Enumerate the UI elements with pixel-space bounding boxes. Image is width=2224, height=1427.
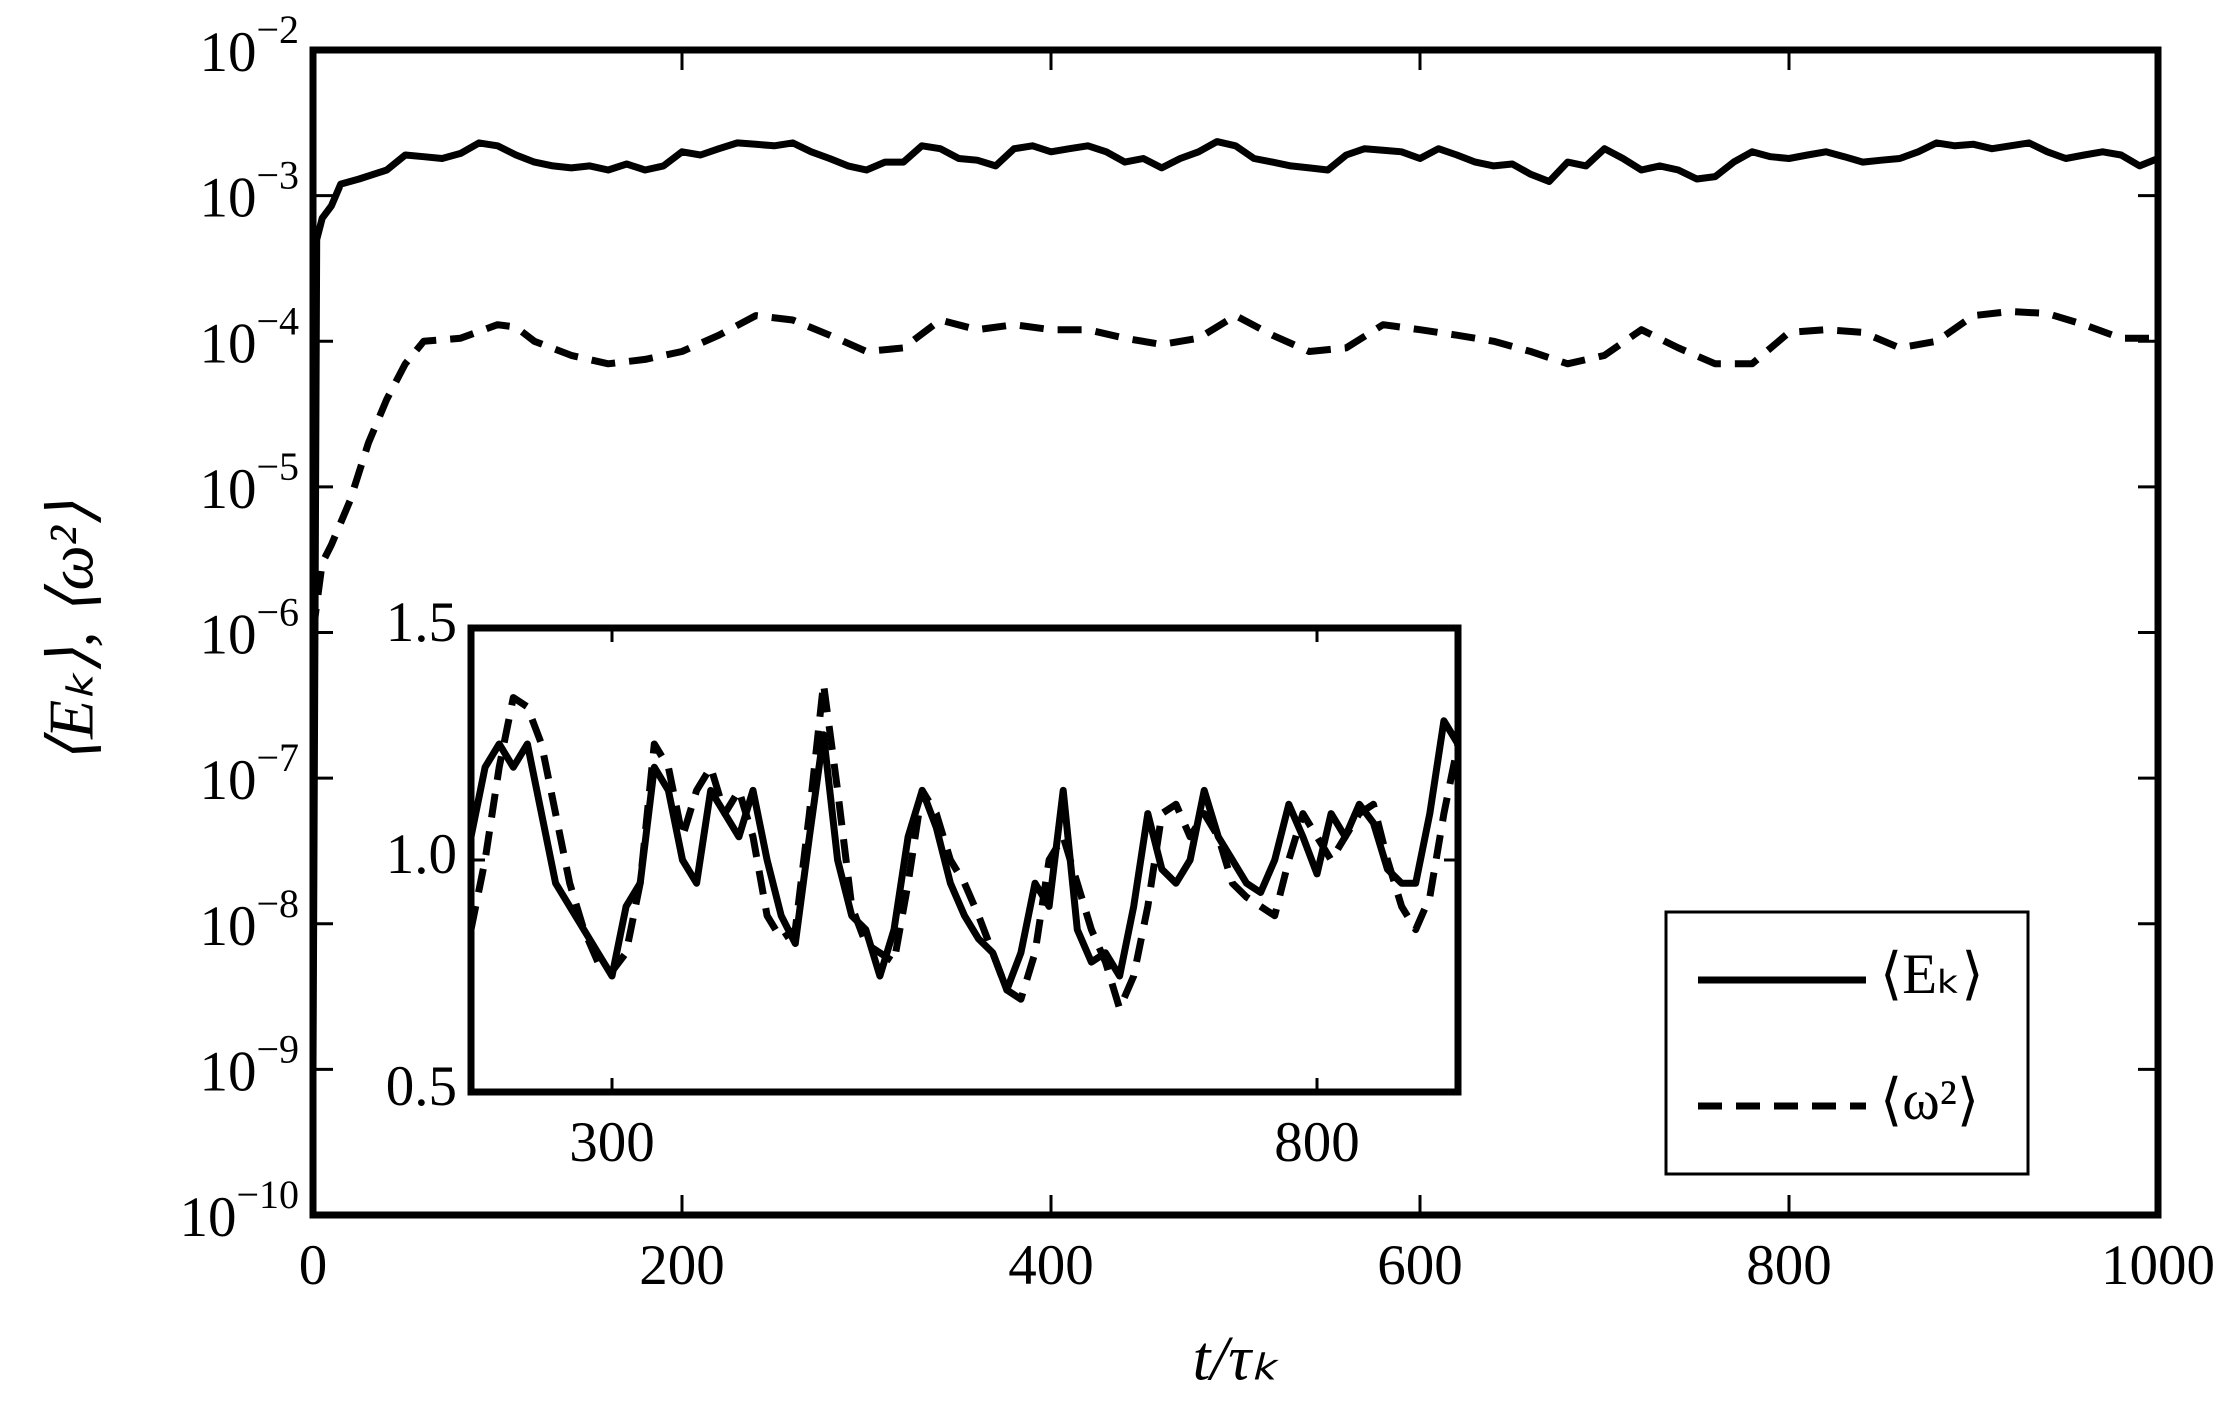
solid-line <box>313 138 2158 1070</box>
y-tick-label: 10−5 <box>199 444 299 521</box>
y-axis-label: ⟨Eₖ⟩, ⟨ω²⟩ <box>36 501 107 764</box>
x-tick-label: 300 <box>569 1111 655 1174</box>
x-tick-label: 200 <box>639 1234 725 1297</box>
x-tick-label: 1000 <box>2101 1234 2215 1297</box>
y-tick-label: 10−7 <box>199 735 299 812</box>
chart-1: 300 800 0.5 1.0 1.5 <box>386 591 1462 1174</box>
y-tick-label: 10−3 <box>199 153 299 230</box>
x-tick-label: 0 <box>299 1234 328 1297</box>
y-tick-label: 10−10 <box>179 1172 299 1249</box>
legend-label: ⟨Eₖ⟩ <box>1880 943 1984 1006</box>
plot-area <box>471 628 1458 1092</box>
plot-frame <box>309 46 2162 1219</box>
dashed-line <box>313 308 2158 633</box>
y-tick-label: 10−6 <box>199 590 299 667</box>
x-axis-label: t/τₖ <box>1193 1323 1279 1394</box>
y-tick-label: 10−8 <box>199 881 299 958</box>
y-tick-label: 1.0 <box>386 823 457 886</box>
y-tick-label: 10−2 <box>199 7 299 84</box>
x-tick-label: 800 <box>1274 1111 1360 1174</box>
legend-label: ⟨ω²⟩ <box>1880 1069 1979 1132</box>
x-tick-label: 400 <box>1008 1234 1094 1297</box>
y-tick-label: 1.5 <box>386 591 457 654</box>
dashed-line <box>471 680 1458 1012</box>
legend-box <box>1664 910 2030 1176</box>
y-tick-label: 10−4 <box>199 298 299 375</box>
x-tick-label: 800 <box>1746 1234 1832 1297</box>
y-tick-label: 0.5 <box>386 1055 457 1118</box>
plot-frame <box>467 624 1462 1096</box>
x-tick-label: 600 <box>1377 1234 1463 1297</box>
y-tick-label: 10−9 <box>199 1027 299 1104</box>
